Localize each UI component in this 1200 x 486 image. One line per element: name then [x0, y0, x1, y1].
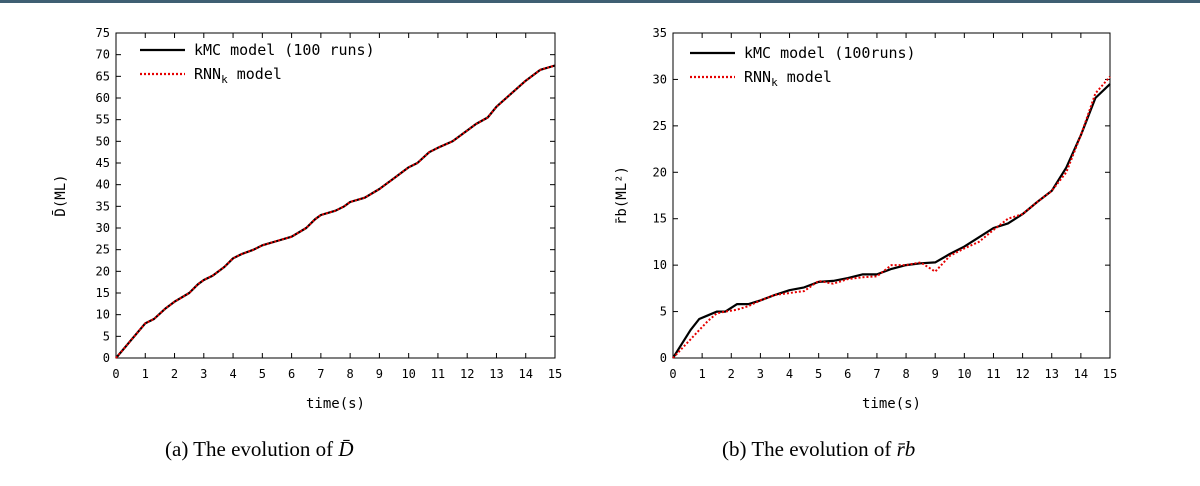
y-tick-label: 45	[96, 156, 110, 170]
y-tick-label: 20	[96, 264, 110, 278]
top-border	[0, 0, 1200, 3]
x-axis-label: time(s)	[306, 396, 365, 412]
y-tick-label: 10	[653, 258, 667, 272]
x-tick-label: 11	[986, 367, 1000, 381]
x-tick-label: 8	[902, 367, 909, 381]
plot-frame	[115, 32, 556, 359]
x-tick-label: 7	[873, 367, 880, 381]
x-tick-label: 14	[519, 367, 533, 381]
x-tick-label: 7	[317, 367, 324, 381]
y-tick-label: 5	[660, 305, 667, 319]
x-tick-label: 10	[401, 367, 415, 381]
y-tick-label: 70	[96, 48, 110, 62]
y-axis-label: r̄b(ML²)	[614, 166, 630, 225]
y-tick-label: 65	[96, 69, 110, 83]
x-tick-label: 10	[957, 367, 971, 381]
y-tick-label: 55	[96, 113, 110, 127]
chart-a: 0 1 2 3 4 5 6 7 8 9 10 11 12 13 14 15051015202530354045…	[51, 26, 562, 461]
y-tick-label: 10	[96, 308, 110, 322]
y-tick-label: 40	[96, 178, 110, 192]
y-tick-label: 35	[96, 199, 110, 213]
rnn-series-line	[672, 75, 1111, 359]
rnn-series-line	[115, 64, 556, 359]
x-tick-label: 3	[757, 367, 764, 381]
y-tick-label: 30	[96, 221, 110, 235]
x-axis-label: time(s)	[862, 396, 921, 412]
y-tick-label: 15	[653, 212, 667, 226]
x-tick-label: 15	[1103, 367, 1117, 381]
x-tick-label: 3	[200, 367, 207, 381]
y-tick-label: 0	[660, 351, 667, 365]
x-tick-label: 5	[259, 367, 266, 381]
x-tick-label: 11	[431, 367, 445, 381]
y-tick-label: 20	[653, 165, 667, 179]
plot-frame	[672, 32, 1111, 359]
y-axis-label: D̄(ML)	[51, 174, 69, 216]
y-tick-label: 25	[653, 119, 667, 133]
x-tick-label: 6	[844, 367, 851, 381]
x-tick-label: 12	[1015, 367, 1029, 381]
x-tick-label: 9	[932, 367, 939, 381]
x-tick-label: 4	[229, 367, 236, 381]
x-tick-label: 12	[460, 367, 474, 381]
x-tick-label: 13	[1045, 367, 1059, 381]
x-tick-label: 8	[347, 367, 354, 381]
x-tick-label: 1	[142, 367, 149, 381]
y-tick-label: 15	[96, 286, 110, 300]
legend-label: kMC model (100 runs)	[194, 41, 375, 59]
kmc-series-line	[672, 83, 1111, 359]
y-tick-label: 30	[653, 72, 667, 86]
x-tick-label: 5	[815, 367, 822, 381]
x-tick-label: 4	[786, 367, 793, 381]
x-tick-label: 2	[728, 367, 735, 381]
x-tick-label: 2	[171, 367, 178, 381]
legend-label: RNNk model	[744, 68, 832, 89]
x-tick-label: 6	[288, 367, 295, 381]
y-tick-label: 25	[96, 243, 110, 257]
x-tick-label: 0	[112, 367, 119, 381]
y-tick-label: 60	[96, 91, 110, 105]
y-tick-label: 0	[103, 351, 110, 365]
y-tick-label: 50	[96, 134, 110, 148]
y-tick-label: 35	[653, 26, 667, 40]
legend-label: RNNk model	[194, 65, 282, 86]
x-tick-label: 1	[699, 367, 706, 381]
chart-caption: (a) The evolution of D̄	[165, 437, 354, 461]
legend-label: kMC model (100runs)	[744, 44, 916, 62]
x-tick-label: 13	[489, 367, 503, 381]
y-tick-label: 75	[96, 26, 110, 40]
y-tick-label: 5	[103, 329, 110, 343]
x-tick-label: 0	[669, 367, 676, 381]
x-tick-label: 9	[376, 367, 383, 381]
chart-caption: (b) The evolution of r̄b	[722, 437, 915, 461]
x-tick-label: 15	[548, 367, 562, 381]
x-tick-label: 14	[1074, 367, 1088, 381]
